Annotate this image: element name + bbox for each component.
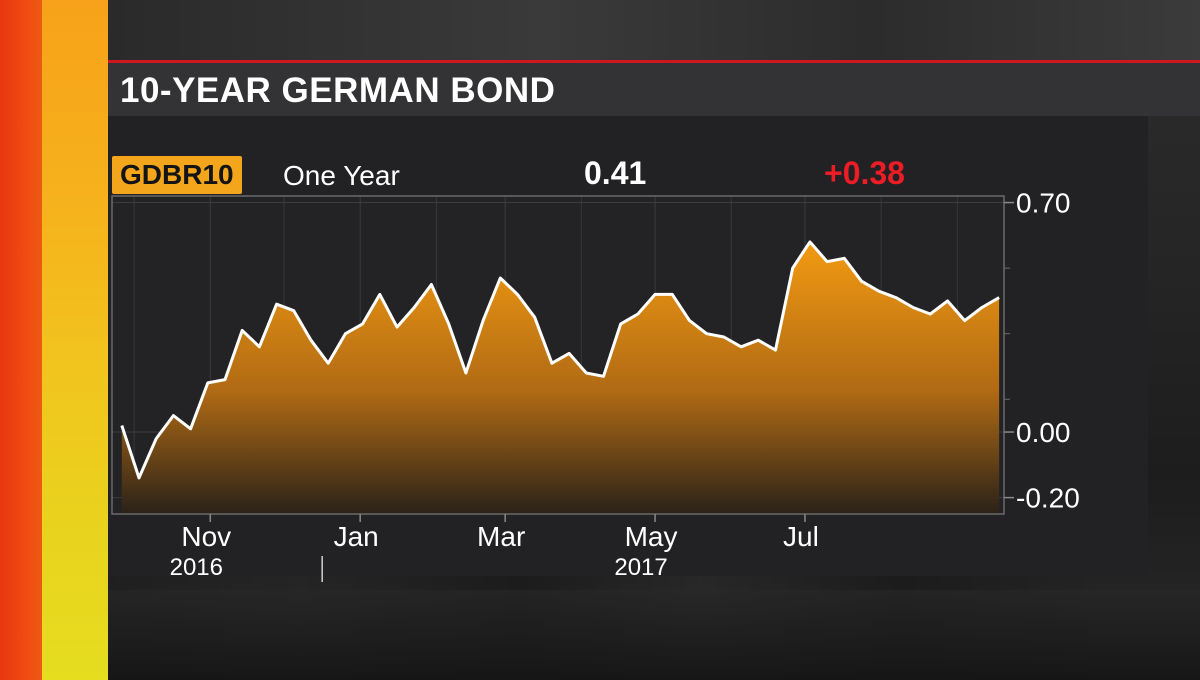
brand-stripe-red: [0, 0, 42, 680]
chart-title: 10-YEAR GERMAN BOND: [120, 71, 556, 110]
y-tick-label: -0.20: [1016, 483, 1080, 514]
year-label: 2016: [170, 554, 223, 581]
y-tick-label: 0.00: [1016, 417, 1071, 448]
y-tick-label: 0.70: [1016, 188, 1071, 219]
series-line: [120, 240, 1000, 480]
title-bar: 10-YEAR GERMAN BOND: [108, 60, 1200, 116]
plot-frame: [111, 195, 1005, 515]
ticker-badge: GDBR10: [112, 156, 242, 194]
period-label: One Year: [283, 160, 400, 191]
x-tick-label: Jan: [334, 521, 379, 552]
bottom-shade: [108, 590, 1200, 680]
top-band: [108, 0, 1200, 60]
area-fill: [121, 241, 1000, 514]
brand-stripe-yellow: [42, 0, 108, 680]
last-value: 0.41: [584, 155, 647, 191]
year-label: 2017: [614, 554, 667, 581]
x-axis: Nov Jan Mar May Jul 2016 2017: [170, 514, 819, 582]
y-axis: 0.70 0.00 -0.20: [1004, 188, 1080, 514]
change-value: +0.38: [824, 155, 905, 191]
x-tick-label: Jul: [783, 521, 819, 552]
x-tick-label: Mar: [477, 521, 525, 552]
x-tick-label: Nov: [181, 521, 231, 552]
x-tick-label: May: [625, 521, 678, 552]
